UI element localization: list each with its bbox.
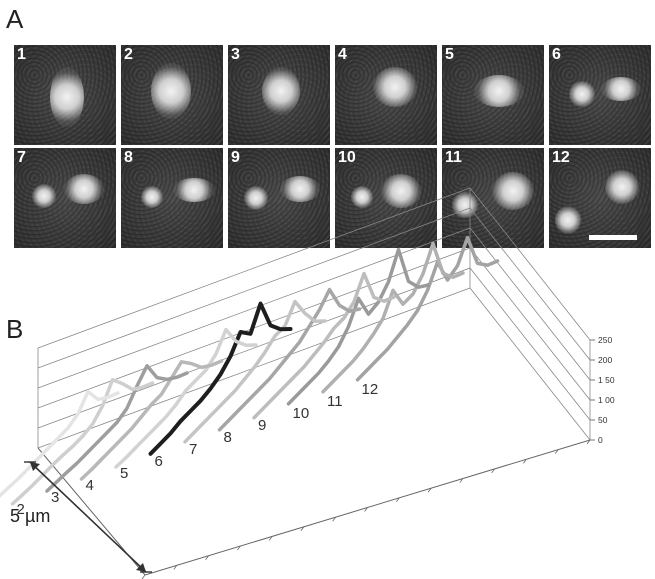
gridline xyxy=(37,267,591,429)
scale-bar xyxy=(589,235,637,240)
fluorescent-spot xyxy=(474,75,524,107)
series-label: 10 xyxy=(293,405,310,422)
micrograph-tile: 1 xyxy=(14,45,116,145)
micrograph-tile: 7 xyxy=(14,148,116,248)
series-label: 9 xyxy=(258,417,266,434)
floor-tick xyxy=(205,555,209,560)
micrograph-tile: 3 xyxy=(228,45,330,145)
tile-number: 2 xyxy=(124,46,133,63)
gridline xyxy=(37,287,591,449)
profile-line xyxy=(10,378,155,506)
floor-tick xyxy=(459,478,464,483)
panel-a-label: A xyxy=(6,4,24,34)
profile-line xyxy=(114,327,258,469)
profile-line xyxy=(79,359,224,481)
fluorescent-spot xyxy=(601,77,641,101)
tile-number: 1 xyxy=(17,46,26,63)
series-label: 6 xyxy=(155,453,163,470)
series-label: 7 xyxy=(189,441,197,458)
micrograph-tile: 8 xyxy=(121,148,223,248)
micrograph-tile: 2 xyxy=(121,45,223,145)
fluorescent-spot xyxy=(151,63,191,119)
profile-line xyxy=(252,271,396,420)
micrograph-tile: 4 xyxy=(335,45,437,145)
fluorescent-spot xyxy=(32,184,56,208)
floor-tick xyxy=(491,468,495,474)
profile-line xyxy=(217,287,362,432)
tile-number: 8 xyxy=(124,149,133,166)
series-label: 4 xyxy=(86,477,94,494)
micrograph-tile: 6 xyxy=(549,45,651,145)
profile-line xyxy=(148,301,293,456)
series-label: 5 xyxy=(120,465,128,482)
tile-number: 12 xyxy=(552,149,570,166)
scale-arrowhead-bottom xyxy=(136,563,146,572)
scale-arrowhead-top xyxy=(30,462,40,471)
fluorescent-spot xyxy=(262,67,300,115)
tile-number: 3 xyxy=(231,46,240,63)
tile-number: 5 xyxy=(445,46,454,63)
floor-tick xyxy=(523,459,527,464)
fluorescent-spot xyxy=(373,67,417,107)
floor-tick xyxy=(237,545,241,551)
floor-tick xyxy=(332,516,337,522)
floor-tick xyxy=(427,487,432,493)
fluorescent-spot xyxy=(244,186,268,210)
fluorescent-spot xyxy=(50,67,84,127)
profile-line xyxy=(0,389,120,498)
gridline xyxy=(37,187,591,349)
profile-line xyxy=(45,364,189,493)
gridline xyxy=(37,207,591,369)
floor-tick xyxy=(300,526,305,532)
floor-tick xyxy=(364,507,368,512)
fluorescent-spot xyxy=(452,192,478,218)
profile-line xyxy=(286,247,431,406)
z-tick-label: 1 00 xyxy=(598,395,615,405)
z-tick-label: 200 xyxy=(598,355,612,365)
profile-line xyxy=(183,299,327,444)
series-label: 8 xyxy=(224,429,232,446)
tile-number: 10 xyxy=(338,149,356,166)
fluorescent-spot xyxy=(605,170,639,204)
floor-tick xyxy=(586,439,591,445)
floor-tick xyxy=(141,574,146,579)
z-tick-label: 250 xyxy=(598,335,612,345)
fluorescent-spot xyxy=(173,178,215,202)
tile-number: 9 xyxy=(231,149,240,166)
fluorescent-spot xyxy=(280,176,320,202)
micrograph-tile: 5 xyxy=(442,45,544,145)
floor-tick xyxy=(268,536,273,541)
series-label: 11 xyxy=(327,393,343,410)
profile-line xyxy=(355,235,500,382)
z-tick-label: 1 50 xyxy=(598,375,615,385)
micrograph-tile: 12 xyxy=(549,148,651,248)
micrograph-tile: 11 xyxy=(442,148,544,248)
z-tick-label: 50 xyxy=(598,415,608,425)
tile-number: 11 xyxy=(445,149,462,166)
scale-label: 5 µm xyxy=(10,506,51,526)
fluorescent-spot xyxy=(351,186,373,208)
floor-tick xyxy=(554,449,559,454)
fluorescent-spot xyxy=(381,174,421,208)
profile-line xyxy=(321,241,465,394)
z-tick-label: 0 xyxy=(598,435,603,445)
floor-tick xyxy=(173,565,178,570)
fluorescent-spot xyxy=(569,81,595,107)
series-label: 2 xyxy=(17,501,25,518)
scale-arrow-line xyxy=(29,461,147,573)
floor-tick xyxy=(395,497,400,503)
fluorescent-spot xyxy=(492,172,534,210)
fluorescent-spot xyxy=(141,186,163,208)
tile-number: 7 xyxy=(17,149,26,166)
tile-number: 6 xyxy=(552,46,561,63)
tile-number: 4 xyxy=(338,46,347,63)
gridline xyxy=(37,227,591,389)
fluorescent-spot xyxy=(555,206,581,234)
panel-b-label: B xyxy=(6,314,24,344)
series-label: 3 xyxy=(51,489,59,506)
micrograph-tile: 9 xyxy=(228,148,330,248)
fluorescent-spot xyxy=(64,174,104,204)
series-label: 12 xyxy=(362,381,379,398)
